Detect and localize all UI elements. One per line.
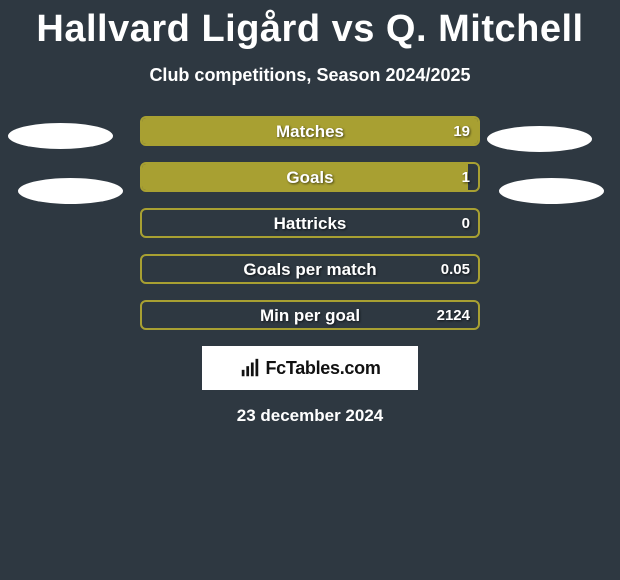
avatar-placeholder (18, 178, 123, 204)
subtitle: Club competitions, Season 2024/2025 (0, 65, 620, 86)
avatar-placeholder (8, 123, 113, 149)
logo: FcTables.com (239, 357, 380, 379)
avatar-placeholder (499, 178, 604, 204)
logo-text: FcTables.com (265, 358, 380, 379)
stat-label: Hattricks (142, 210, 478, 236)
chart-bars-icon (239, 357, 261, 379)
stat-label: Min per goal (142, 302, 478, 328)
date-text: 23 december 2024 (0, 406, 620, 426)
stat-label: Goals (142, 164, 478, 190)
stat-value: 19 (453, 118, 470, 144)
avatar-placeholder (487, 126, 592, 152)
stat-row: Goals 1 (140, 162, 480, 192)
stat-value: 2124 (437, 302, 470, 328)
stat-row: Min per goal 2124 (140, 300, 480, 330)
stat-value: 0 (462, 210, 470, 236)
stat-row: Matches 19 (140, 116, 480, 146)
stat-label: Matches (142, 118, 478, 144)
comparison-chart: Matches 19 Goals 1 Hattricks 0 Goals per… (0, 116, 620, 426)
stat-row: Hattricks 0 (140, 208, 480, 238)
logo-box: FcTables.com (202, 346, 418, 390)
stat-value: 1 (462, 164, 470, 190)
stat-row: Goals per match 0.05 (140, 254, 480, 284)
page-title: Hallvard Ligård vs Q. Mitchell (0, 0, 620, 51)
stat-label: Goals per match (142, 256, 478, 282)
stat-value: 0.05 (441, 256, 470, 282)
